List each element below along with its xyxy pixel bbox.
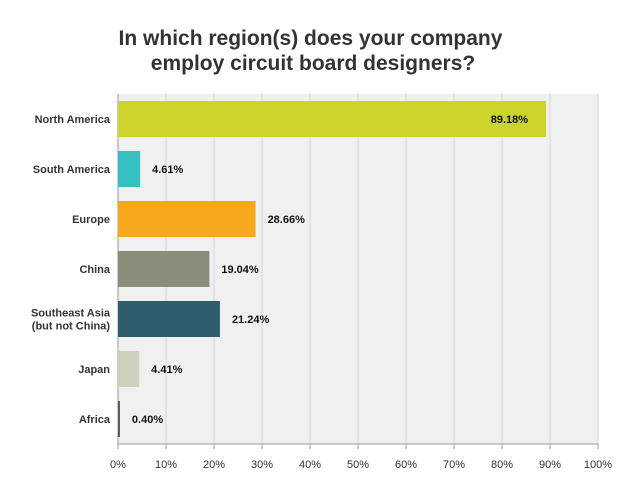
- category-label: Europe: [72, 214, 110, 226]
- x-tick-label: 80%: [491, 459, 513, 471]
- category-label: South America: [33, 164, 111, 176]
- bar: [118, 401, 120, 437]
- chart-title-line-2: employ circuit board designers?: [150, 52, 476, 75]
- x-tick-label: 90%: [539, 459, 561, 471]
- data-label: 4.61%: [152, 164, 183, 176]
- category-label: Japan: [78, 364, 110, 376]
- chart-title: In which region(s) does your company emp…: [0, 26, 626, 76]
- data-label: 4.41%: [151, 364, 182, 376]
- x-tick-label: 20%: [203, 459, 225, 471]
- chart-title-line-1: In which region(s) does your company: [118, 27, 503, 50]
- data-label: 89.18%: [491, 114, 529, 126]
- bar: [118, 201, 256, 237]
- data-label: 28.66%: [268, 214, 306, 226]
- data-label: 21.24%: [232, 314, 270, 326]
- x-tick-label: 50%: [347, 459, 369, 471]
- x-tick-label: 70%: [443, 459, 465, 471]
- x-tick-label: 40%: [299, 459, 321, 471]
- bar: [118, 151, 141, 187]
- bar: [118, 251, 210, 287]
- x-tick-label: 30%: [251, 459, 273, 471]
- x-tick-label: 0%: [110, 459, 126, 471]
- category-label: China: [79, 264, 110, 276]
- x-tick-label: 60%: [395, 459, 417, 471]
- category-label: Africa: [79, 414, 111, 426]
- category-label: North America: [35, 114, 111, 126]
- data-label: 0.40%: [132, 414, 163, 426]
- x-tick-label: 100%: [584, 459, 612, 471]
- bar: [118, 101, 547, 137]
- bar: [118, 351, 140, 387]
- bar: [118, 301, 220, 337]
- data-label: 19.04%: [221, 264, 259, 276]
- category-label: Southeast Asia (but not China): [31, 308, 111, 333]
- x-tick-label: 10%: [155, 459, 177, 471]
